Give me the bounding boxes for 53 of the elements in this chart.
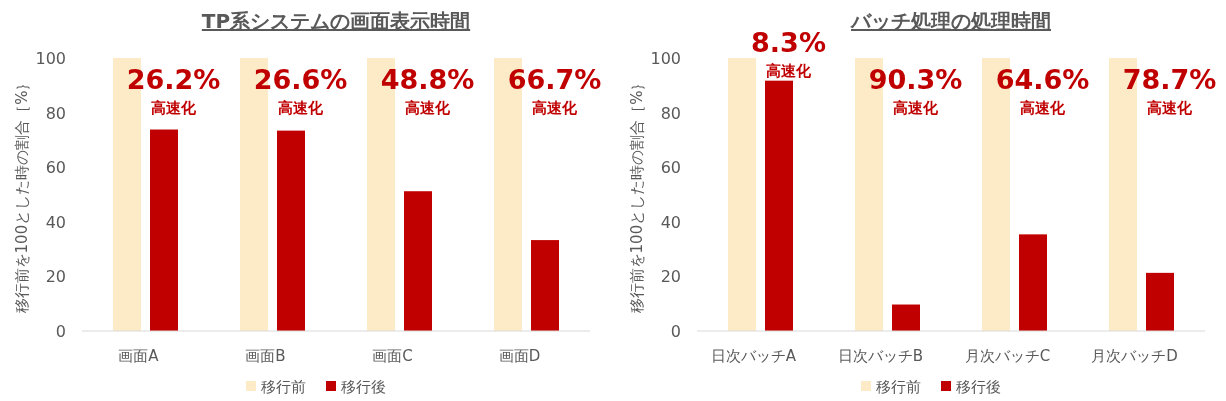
- bar: [892, 304, 920, 331]
- x-tick-label: 画面D: [498, 347, 541, 365]
- bar: [150, 129, 178, 331]
- annotation: 高速化: [405, 98, 451, 117]
- annotation: 高速化: [766, 62, 812, 81]
- y-axis-title: 移行前を100とした時の割合［%｝: [628, 75, 646, 314]
- x-tick-label: 日次バッチB: [837, 347, 924, 365]
- legend-label: 移行前: [261, 378, 306, 396]
- x-tick-label: 月次バッチD: [1091, 347, 1178, 365]
- y-axis-title: 移行前を100とした時の割合［%｝: [13, 75, 31, 314]
- bar: [1019, 234, 1047, 331]
- y-tick-label: 80: [660, 103, 681, 123]
- y-tick-label: 100: [650, 49, 681, 68]
- annotation: 26.2%: [126, 63, 221, 95]
- annotation: 高速化: [278, 98, 324, 117]
- x-tick-label: 画面A: [118, 347, 160, 365]
- annotation: 66.7%: [507, 63, 602, 95]
- annotation: 78.7%: [1122, 63, 1217, 95]
- x-tick-label: 画面B: [245, 347, 286, 365]
- x-tick-label: 月次バッチC: [964, 347, 1051, 365]
- chart-title: TP系システムの画面表示時間: [201, 9, 471, 33]
- y-tick-label: 0: [670, 322, 681, 341]
- y-tick-label: 20: [660, 267, 681, 287]
- legend-label: 移行前: [876, 378, 921, 396]
- annotation: 高速化: [1020, 98, 1066, 117]
- annotation: 高速化: [532, 98, 578, 117]
- legend-label: 移行後: [341, 378, 386, 396]
- y-tick-label: 100: [35, 49, 66, 68]
- annotation: 高速化: [893, 98, 939, 117]
- annotation: 高速化: [1147, 98, 1193, 117]
- legend-label: 移行後: [956, 378, 1001, 396]
- y-tick-label: 60: [45, 158, 66, 178]
- bar: [765, 80, 793, 331]
- y-tick-label: 0: [55, 322, 66, 341]
- bar: [531, 240, 559, 331]
- bar: [728, 58, 756, 331]
- bar: [404, 191, 432, 331]
- annotation: 8.3%: [751, 27, 826, 59]
- x-tick-label: 画面C: [372, 347, 413, 365]
- chart-title: バッチ処理の処理時間: [850, 9, 1051, 33]
- annotation: 48.8%: [380, 63, 475, 95]
- annotation: 90.3%: [868, 63, 963, 95]
- y-tick-label: 40: [45, 212, 66, 232]
- annotation: 26.6%: [253, 63, 348, 95]
- y-tick-label: 60: [660, 158, 681, 178]
- y-tick-label: 80: [45, 103, 66, 123]
- annotation: 64.6%: [995, 63, 1090, 95]
- x-tick-label: 日次バッチA: [710, 347, 797, 365]
- annotation: 高速化: [151, 98, 197, 117]
- y-tick-label: 20: [45, 267, 66, 287]
- y-tick-label: 40: [660, 212, 681, 232]
- bar: [277, 130, 305, 331]
- bar: [1146, 272, 1174, 331]
